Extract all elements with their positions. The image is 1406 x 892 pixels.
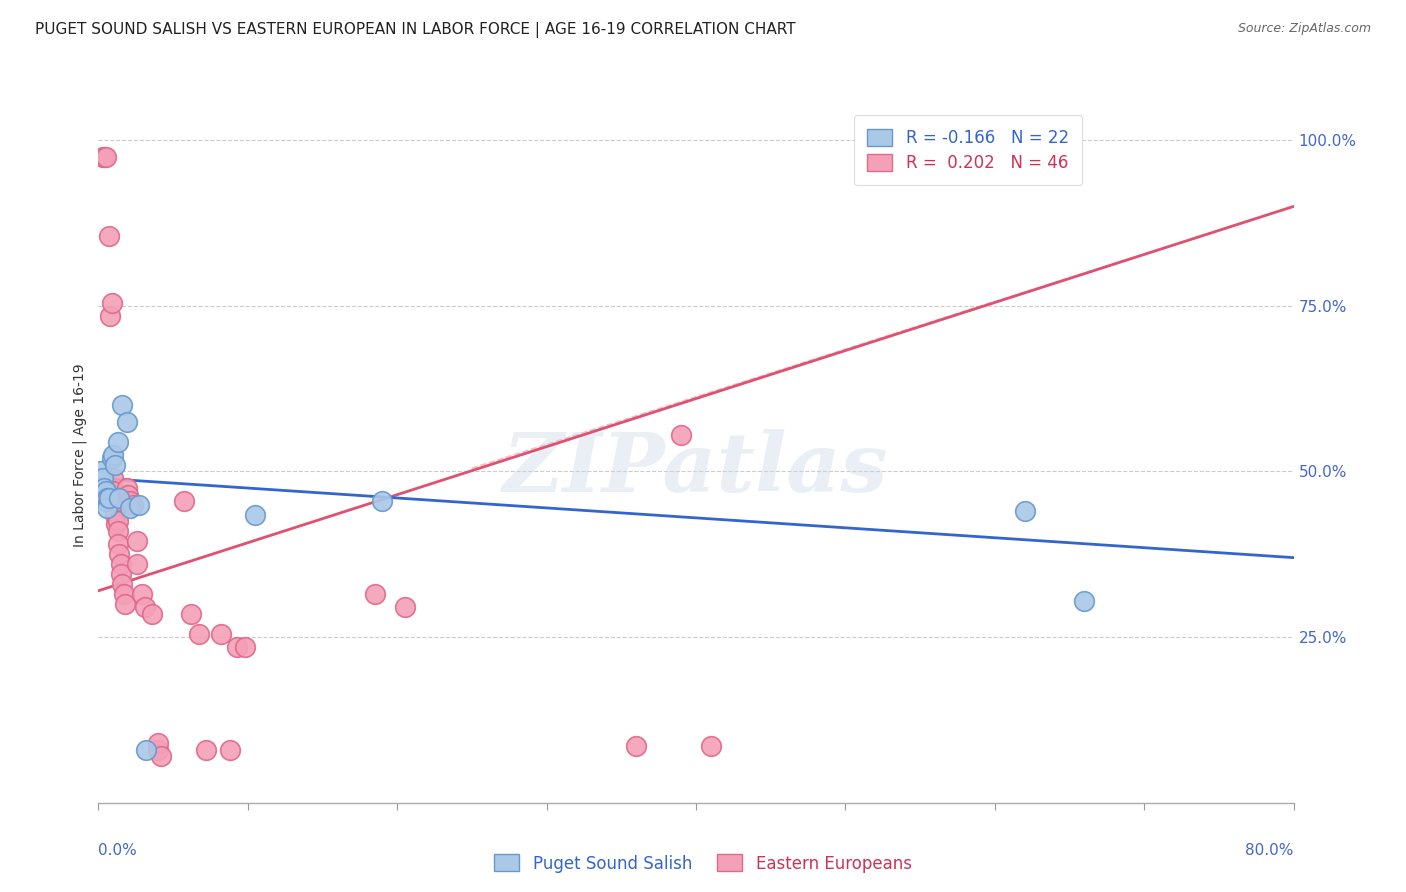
Text: ZIPatlas: ZIPatlas xyxy=(503,429,889,508)
Point xyxy=(103,471,125,485)
Point xyxy=(104,458,127,472)
Y-axis label: In Labor Force | Age 16-19: In Labor Force | Age 16-19 xyxy=(73,363,87,547)
Point xyxy=(107,524,129,538)
Point xyxy=(111,398,134,412)
Point xyxy=(103,448,125,462)
Point xyxy=(91,471,114,485)
Legend: R = -0.166   N = 22, R =  0.202   N = 46: R = -0.166 N = 22, R = 0.202 N = 46 xyxy=(853,115,1083,185)
Point xyxy=(97,229,120,244)
Point xyxy=(173,494,195,508)
Point xyxy=(1073,593,1095,607)
Point xyxy=(107,514,129,528)
Point xyxy=(108,547,131,561)
Point xyxy=(394,600,416,615)
Text: 80.0%: 80.0% xyxy=(1246,843,1294,857)
Point xyxy=(104,494,127,508)
Point xyxy=(134,600,156,615)
Point xyxy=(219,743,242,757)
Point xyxy=(150,749,173,764)
Text: Source: ZipAtlas.com: Source: ZipAtlas.com xyxy=(1237,22,1371,36)
Point xyxy=(112,587,135,601)
Point xyxy=(117,488,139,502)
Point xyxy=(364,587,387,601)
Point xyxy=(118,494,141,508)
Point xyxy=(114,597,136,611)
Point xyxy=(226,640,249,654)
Point xyxy=(1014,504,1036,518)
Point xyxy=(194,743,218,757)
Text: PUGET SOUND SALISH VS EASTERN EUROPEAN IN LABOR FORCE | AGE 16-19 CORRELATION CH: PUGET SOUND SALISH VS EASTERN EUROPEAN I… xyxy=(35,22,796,38)
Point xyxy=(98,309,122,323)
Point xyxy=(101,451,124,466)
Point xyxy=(121,498,143,512)
Point xyxy=(110,558,132,572)
Point xyxy=(141,607,163,621)
Point xyxy=(104,508,127,522)
Point xyxy=(111,577,134,591)
Point xyxy=(94,494,117,508)
Point xyxy=(107,434,129,449)
Point xyxy=(94,150,117,164)
Point xyxy=(669,428,692,442)
Point xyxy=(127,534,149,549)
Point xyxy=(233,640,256,654)
Point xyxy=(110,567,132,582)
Point xyxy=(115,415,138,429)
Point xyxy=(90,465,112,479)
Point xyxy=(128,498,150,512)
Point xyxy=(135,743,157,757)
Point xyxy=(105,494,128,508)
Point xyxy=(107,537,129,551)
Point xyxy=(371,494,394,508)
Point xyxy=(93,481,115,495)
Point xyxy=(105,517,128,532)
Point xyxy=(624,739,647,754)
Point xyxy=(118,500,141,515)
Point xyxy=(700,739,723,754)
Point xyxy=(91,150,114,164)
Point xyxy=(97,491,120,505)
Point xyxy=(93,150,115,164)
Point xyxy=(180,607,202,621)
Point xyxy=(148,736,170,750)
Point xyxy=(96,491,118,505)
Point xyxy=(131,587,153,601)
Point xyxy=(101,295,124,310)
Point xyxy=(245,508,267,522)
Point xyxy=(96,500,118,515)
Point xyxy=(127,558,149,572)
Point xyxy=(108,491,131,505)
Point xyxy=(187,627,209,641)
Legend: Puget Sound Salish, Eastern Europeans: Puget Sound Salish, Eastern Europeans xyxy=(488,847,918,880)
Point xyxy=(103,484,125,499)
Point xyxy=(148,743,170,757)
Text: 0.0%: 0.0% xyxy=(98,843,138,857)
Point xyxy=(115,481,138,495)
Point xyxy=(209,627,232,641)
Point xyxy=(94,484,117,499)
